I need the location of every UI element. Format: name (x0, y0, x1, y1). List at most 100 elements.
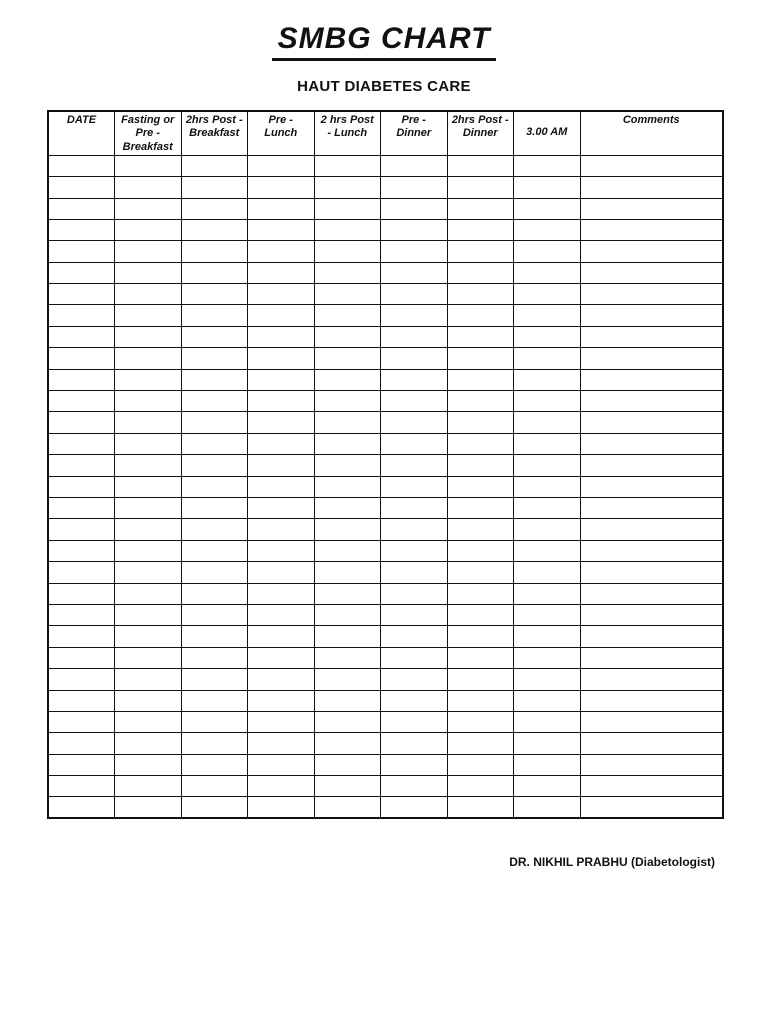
table-row (47, 668, 724, 691)
table-cell (114, 689, 182, 712)
table-cell (47, 475, 115, 499)
table-cell (513, 582, 581, 605)
table-cell (114, 240, 182, 263)
table-cell (380, 668, 448, 691)
table-cell (180, 154, 248, 178)
table-cell (114, 347, 182, 370)
table-cell (380, 411, 448, 434)
table-cell (579, 154, 724, 178)
table-cell (114, 539, 182, 563)
table-cell (313, 496, 381, 520)
table-cell (380, 368, 448, 392)
table-cell (313, 582, 381, 605)
table-cell (380, 561, 448, 584)
table-cell (446, 176, 514, 199)
table-cell (313, 775, 381, 798)
table-cell (446, 304, 514, 327)
table-cell (446, 603, 514, 627)
table-cell (114, 411, 182, 434)
table-cell (513, 646, 581, 670)
table-cell (114, 732, 182, 755)
table-cell (579, 176, 724, 199)
table-cell (380, 753, 448, 777)
table-cell (380, 518, 448, 541)
table-row (47, 582, 724, 605)
table-cell (313, 753, 381, 777)
table-cell (380, 475, 448, 499)
table-cell (513, 603, 581, 627)
table-cell (313, 240, 381, 263)
table-cell (313, 710, 381, 734)
table-cell (513, 390, 581, 413)
table-cell (446, 240, 514, 263)
table-cell (114, 496, 182, 520)
table-cell (114, 668, 182, 691)
table-cell (247, 603, 315, 627)
page-title: SMBG CHART (271, 23, 497, 61)
table-cell (114, 197, 182, 220)
table-cell (513, 368, 581, 392)
table-cell (446, 325, 514, 349)
table-row (47, 625, 724, 648)
table-cell (513, 432, 581, 456)
table-row (47, 432, 724, 456)
table-cell (47, 368, 115, 392)
table-cell (313, 796, 381, 819)
table-cell (47, 582, 115, 605)
table-cell (313, 261, 381, 285)
table-cell (47, 625, 115, 648)
table-cell (247, 218, 315, 242)
table-row (47, 732, 724, 755)
table-cell (180, 325, 248, 349)
table-cell (180, 368, 248, 392)
table-row (47, 518, 724, 541)
table-cell (380, 646, 448, 670)
table-cell (47, 454, 115, 477)
table-cell (47, 561, 115, 584)
table-cell (513, 710, 581, 734)
table-cell (446, 347, 514, 370)
table-cell (47, 154, 115, 178)
table-cell (247, 432, 315, 456)
table-cell (180, 796, 248, 819)
table-cell (446, 646, 514, 670)
table-cell (180, 176, 248, 199)
column-header-5: Pre - Dinner (380, 110, 448, 156)
table-cell (47, 325, 115, 349)
table-cell (513, 176, 581, 199)
table-cell (579, 625, 724, 648)
table-cell (579, 411, 724, 434)
table-cell (513, 411, 581, 434)
table-cell (180, 304, 248, 327)
table-cell (579, 454, 724, 477)
table-cell (47, 261, 115, 285)
table-cell (579, 561, 724, 584)
table-cell (579, 732, 724, 755)
table-cell (513, 689, 581, 712)
table-cell (513, 753, 581, 777)
table-cell (247, 646, 315, 670)
table-cell (513, 518, 581, 541)
table-cell (513, 154, 581, 178)
table-cell (180, 347, 248, 370)
table-cell (180, 197, 248, 220)
table-cell (579, 539, 724, 563)
table-cell (114, 283, 182, 306)
table-cell (446, 475, 514, 499)
table-cell (247, 176, 315, 199)
table-cell (47, 390, 115, 413)
table-cell (180, 775, 248, 798)
table-cell (579, 432, 724, 456)
table-cell (380, 283, 448, 306)
table-cell (446, 261, 514, 285)
table-row (47, 283, 724, 306)
table-cell (446, 539, 514, 563)
table-cell (513, 668, 581, 691)
table-cell (114, 518, 182, 541)
table-cell (247, 197, 315, 220)
table-cell (47, 753, 115, 777)
table-cell (446, 218, 514, 242)
table-cell (247, 240, 315, 263)
table-cell (513, 240, 581, 263)
table-cell (180, 518, 248, 541)
